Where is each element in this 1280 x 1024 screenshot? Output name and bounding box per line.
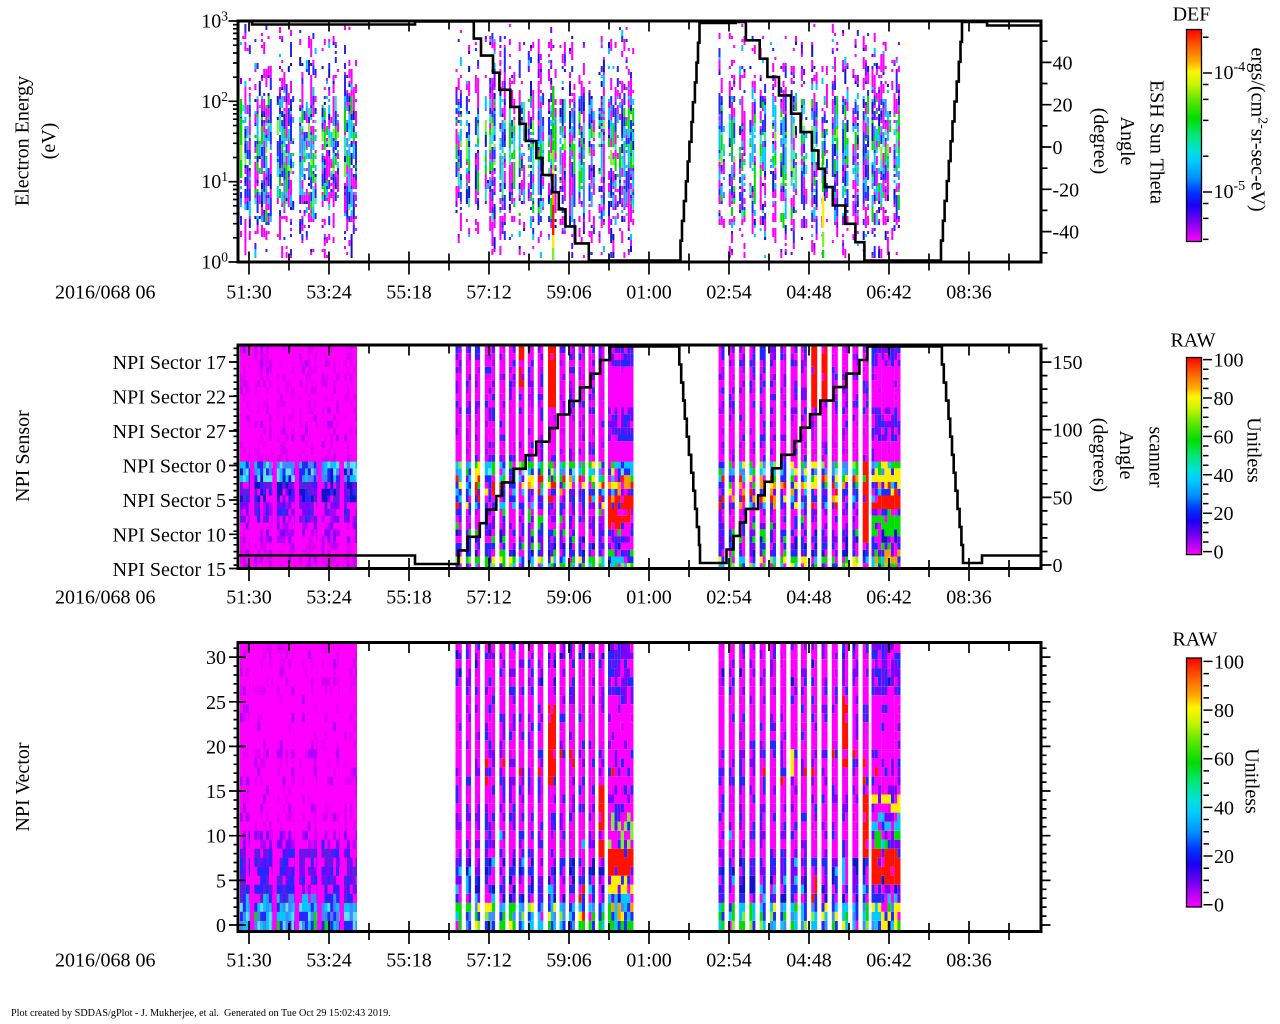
svg-text:100: 100 — [1214, 350, 1244, 372]
svg-text:59:06: 59:06 — [546, 587, 592, 609]
svg-text:Plot created by SDDAS/gPlot -: Plot created by SDDAS/gPlot - J. Mukherj… — [11, 1008, 391, 1019]
svg-text:53:24: 53:24 — [306, 587, 352, 609]
svg-text:NPI Sector 22: NPI Sector 22 — [113, 386, 226, 408]
svg-text:ergs/(cm2-sr-sec-eV): ergs/(cm2-sr-sec-eV) — [1247, 48, 1270, 212]
svg-text:NPI Sector 0: NPI Sector 0 — [123, 456, 226, 478]
svg-text:04:48: 04:48 — [786, 950, 832, 972]
svg-text:57:12: 57:12 — [466, 282, 512, 304]
svg-text:NPI Sensor: NPI Sensor — [12, 410, 34, 502]
svg-text:0: 0 — [216, 915, 226, 937]
svg-text:01:00: 01:00 — [626, 950, 672, 972]
svg-text:100: 100 — [1214, 651, 1244, 673]
svg-text:06:42: 06:42 — [866, 587, 912, 609]
svg-text:150: 150 — [1053, 352, 1083, 374]
svg-text:Angle: Angle — [1116, 117, 1138, 166]
svg-text:04:48: 04:48 — [786, 587, 832, 609]
svg-text:NPI Sector 17: NPI Sector 17 — [113, 352, 226, 374]
svg-text:80: 80 — [1214, 388, 1234, 410]
svg-text:08:36: 08:36 — [946, 950, 992, 972]
svg-text:15: 15 — [206, 781, 226, 803]
svg-text:55:18: 55:18 — [386, 587, 432, 609]
svg-text:102: 102 — [201, 89, 228, 113]
svg-text:40: 40 — [1214, 465, 1234, 487]
svg-text:Unitless: Unitless — [1243, 417, 1265, 483]
svg-text:51:30: 51:30 — [226, 950, 272, 972]
svg-text:04:48: 04:48 — [786, 282, 832, 304]
svg-text:2016/068 06: 2016/068 06 — [55, 950, 156, 972]
svg-text:5: 5 — [216, 870, 226, 892]
svg-text:ESH Sun Theta: ESH Sun Theta — [1146, 80, 1168, 204]
svg-text:25: 25 — [206, 692, 226, 714]
svg-text:0: 0 — [1214, 895, 1224, 917]
svg-text:0: 0 — [1053, 555, 1063, 577]
svg-text:60: 60 — [1214, 749, 1234, 771]
svg-text:100: 100 — [201, 250, 228, 274]
svg-text:53:24: 53:24 — [306, 282, 352, 304]
svg-text:scanner: scanner — [1145, 426, 1167, 487]
svg-text:20: 20 — [206, 736, 226, 758]
svg-text:53:24: 53:24 — [306, 950, 352, 972]
svg-text:10: 10 — [206, 826, 226, 848]
svg-text:20: 20 — [1214, 503, 1234, 525]
svg-text:RAW: RAW — [1172, 629, 1217, 651]
svg-text:01:00: 01:00 — [626, 282, 672, 304]
svg-text:02:54: 02:54 — [706, 282, 752, 304]
svg-text:59:06: 59:06 — [546, 282, 592, 304]
svg-text:30: 30 — [206, 647, 226, 669]
svg-text:(degree): (degree) — [1089, 108, 1111, 175]
svg-text:10-4: 10-4 — [1214, 60, 1246, 84]
svg-text:(degrees): (degrees) — [1089, 418, 1111, 492]
svg-text:NPI Vector: NPI Vector — [12, 742, 34, 831]
svg-text:60: 60 — [1214, 426, 1234, 448]
svg-text:NPI Sector 15: NPI Sector 15 — [113, 559, 226, 581]
svg-text:NPI Sector 27: NPI Sector 27 — [113, 421, 226, 443]
svg-text:103: 103 — [201, 9, 228, 33]
svg-text:40: 40 — [1053, 52, 1073, 74]
svg-text:06:42: 06:42 — [866, 950, 912, 972]
svg-text:08:36: 08:36 — [946, 587, 992, 609]
svg-text:10-5: 10-5 — [1214, 179, 1246, 203]
svg-text:02:54: 02:54 — [706, 587, 752, 609]
svg-text:59:06: 59:06 — [546, 950, 592, 972]
svg-text:NPI Sector 5: NPI Sector 5 — [123, 490, 226, 512]
svg-text:51:30: 51:30 — [226, 282, 272, 304]
svg-text:2016/068 06: 2016/068 06 — [55, 282, 156, 304]
svg-text:20: 20 — [1053, 95, 1073, 117]
svg-text:06:42: 06:42 — [866, 282, 912, 304]
svg-text:55:18: 55:18 — [386, 282, 432, 304]
svg-text:Electron Energy: Electron Energy — [12, 76, 34, 206]
svg-text:0: 0 — [1053, 137, 1063, 159]
svg-text:DEF: DEF — [1173, 4, 1211, 26]
svg-text:57:12: 57:12 — [466, 950, 512, 972]
svg-text:20: 20 — [1214, 846, 1234, 868]
svg-text:Unitless: Unitless — [1241, 748, 1263, 814]
svg-text:50: 50 — [1053, 487, 1073, 509]
svg-text:(eV): (eV) — [38, 123, 60, 160]
svg-text:2016/068 06: 2016/068 06 — [55, 587, 156, 609]
svg-text:101: 101 — [201, 169, 228, 193]
svg-text:57:12: 57:12 — [466, 587, 512, 609]
svg-text:0: 0 — [1214, 542, 1224, 564]
svg-text:80: 80 — [1214, 700, 1234, 722]
svg-text:NPI Sector 10: NPI Sector 10 — [113, 524, 226, 546]
svg-text:RAW: RAW — [1170, 330, 1215, 352]
svg-text:55:18: 55:18 — [386, 950, 432, 972]
svg-text:-40: -40 — [1053, 222, 1080, 244]
svg-text:100: 100 — [1053, 420, 1083, 442]
svg-text:01:00: 01:00 — [626, 587, 672, 609]
svg-text:02:54: 02:54 — [706, 950, 752, 972]
svg-text:08:36: 08:36 — [946, 282, 992, 304]
svg-text:Angle: Angle — [1115, 431, 1137, 480]
svg-text:40: 40 — [1214, 797, 1234, 819]
svg-text:-20: -20 — [1053, 179, 1080, 201]
svg-text:51:30: 51:30 — [226, 587, 272, 609]
